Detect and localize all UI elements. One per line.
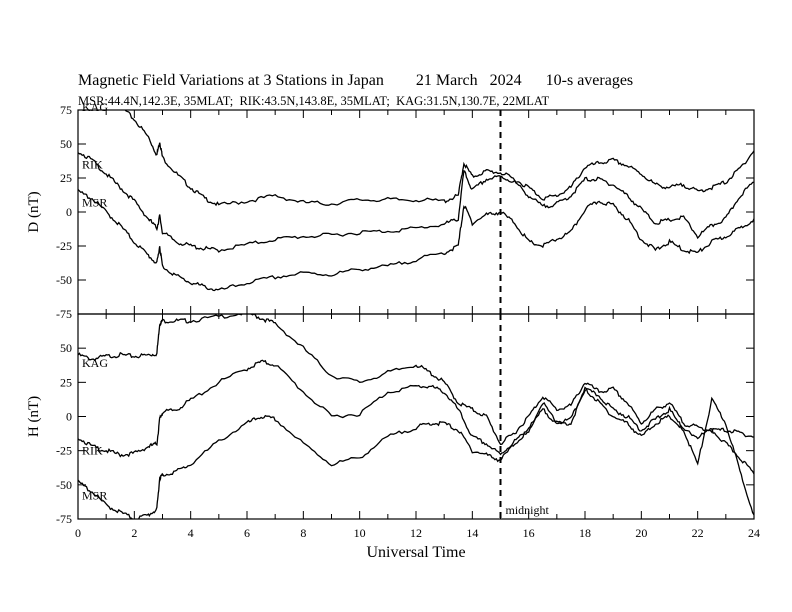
x-tick-label: 12 <box>410 526 422 540</box>
y-tick-label: -75 <box>56 307 72 321</box>
station-info: MSR:44.4N,142.3E, 35MLAT; RIK:43.5N,143.… <box>78 94 550 108</box>
series-label-H-RIK: RIK <box>82 444 103 458</box>
panel-frame-H <box>77 313 755 520</box>
y-tick-label: -75 <box>56 512 72 526</box>
x-tick-label: 6 <box>244 526 250 540</box>
x-tick-label: 10 <box>354 526 366 540</box>
x-tick-label: 22 <box>692 526 704 540</box>
x-tick-label: 24 <box>748 526 760 540</box>
x-tick-label: 20 <box>635 526 647 540</box>
y-axis-label-D: D (nT) <box>26 191 42 232</box>
y-tick-label: 0 <box>66 205 72 219</box>
series-line-D-RIK <box>78 152 754 253</box>
y-tick-label: 75 <box>60 103 72 117</box>
x-tick-label: 8 <box>300 526 306 540</box>
y-axis-label-H: H (nT) <box>26 396 42 437</box>
x-tick-label: 14 <box>466 526 478 540</box>
chart-title: Magnetic Field Variations at 3 Stations … <box>78 72 634 89</box>
series-label-D-KAG: KAG <box>82 100 108 114</box>
x-tick-label: 18 <box>579 526 591 540</box>
y-tick-label: 50 <box>60 341 72 355</box>
y-tick-label: 50 <box>60 137 72 151</box>
series-line-D-KAG <box>124 110 754 207</box>
y-tick-label: -50 <box>56 478 72 492</box>
x-tick-label: 4 <box>188 526 194 540</box>
series-line-H-MSR <box>78 387 754 519</box>
y-tick-label: -50 <box>56 273 72 287</box>
y-tick-label: 25 <box>60 375 72 389</box>
x-tick-label: 16 <box>523 526 535 540</box>
x-tick-label: 2 <box>131 526 137 540</box>
panel-frame-D <box>77 109 755 315</box>
y-tick-label: -25 <box>56 239 72 253</box>
y-tick-label: 0 <box>66 410 72 424</box>
series-line-D-MSR <box>78 189 754 292</box>
y-tick-label: 25 <box>60 171 72 185</box>
x-axis-label: Universal Time <box>366 544 465 561</box>
series-line-H-KAG <box>78 314 754 445</box>
series-label-D-MSR: MSR <box>82 195 107 209</box>
series-label-H-MSR: MSR <box>82 489 107 503</box>
series-label-D-RIK: RIK <box>82 157 103 171</box>
y-tick-label: -25 <box>56 444 72 458</box>
x-tick-label: 0 <box>75 526 81 540</box>
series-line-H-RIK <box>78 359 754 475</box>
series-label-H-KAG: KAG <box>82 356 108 370</box>
midnight-label: midnight <box>506 503 550 517</box>
